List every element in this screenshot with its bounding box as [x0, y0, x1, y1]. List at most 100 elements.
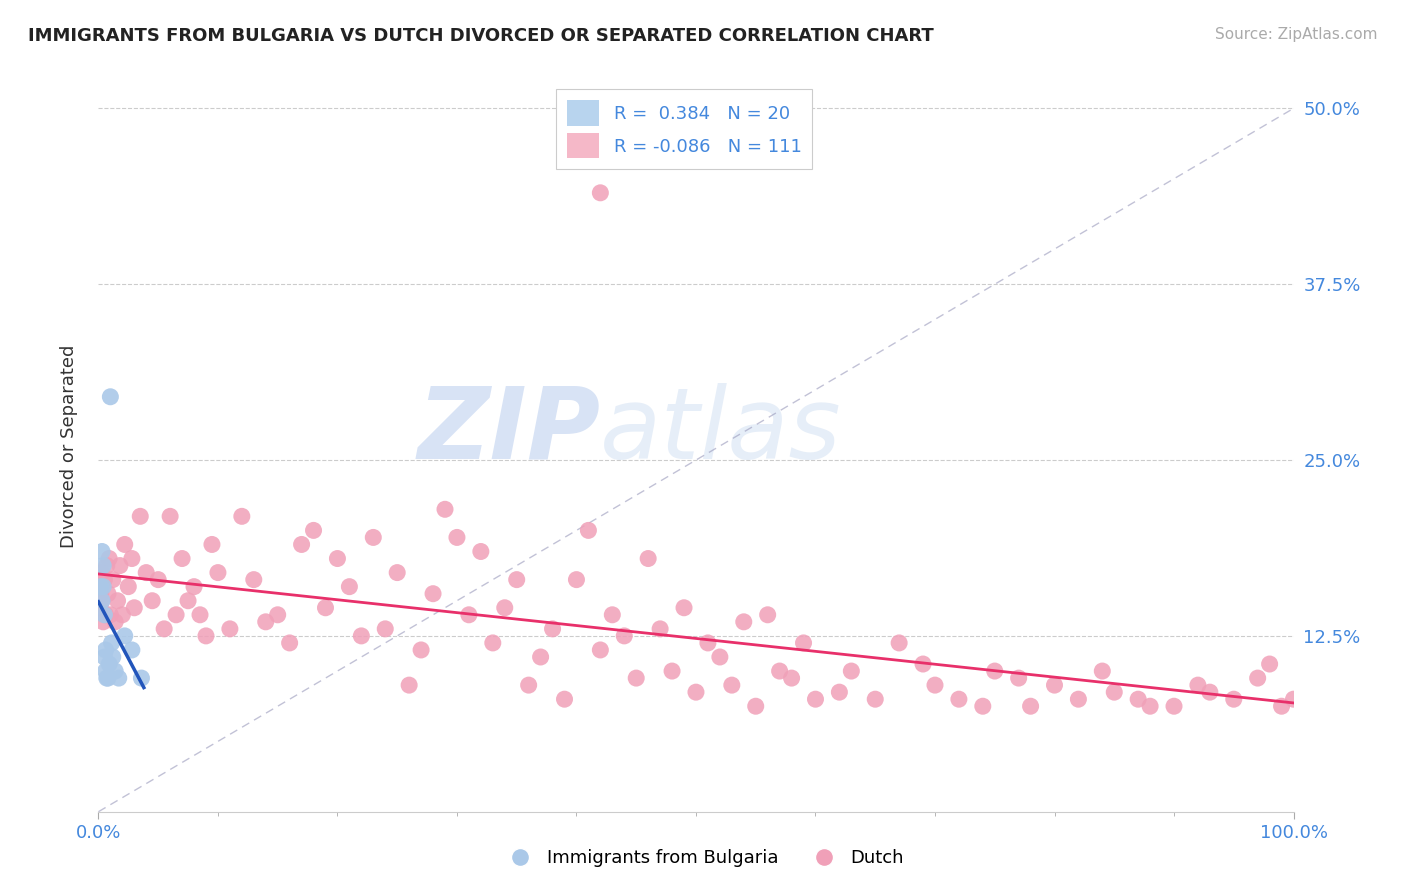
- Point: [278, 636, 301, 650]
- Point: [637, 551, 659, 566]
- Point: [129, 509, 152, 524]
- Point: [948, 692, 970, 706]
- Point: [135, 566, 157, 580]
- Point: [90, 587, 112, 601]
- Point: [195, 629, 218, 643]
- Point: [1128, 692, 1150, 706]
- Point: [98, 551, 121, 566]
- Point: [554, 692, 576, 706]
- Point: [793, 636, 815, 650]
- Point: [93, 650, 115, 665]
- Point: [219, 622, 242, 636]
- Point: [94, 643, 117, 657]
- Point: [1163, 699, 1185, 714]
- Legend: R =  0.384   N = 20, R = -0.086   N = 111: R = 0.384 N = 20, R = -0.086 N = 111: [555, 89, 813, 169]
- Point: [231, 509, 253, 524]
- Point: [117, 580, 139, 594]
- Point: [114, 629, 136, 643]
- Point: [1067, 692, 1090, 706]
- Point: [201, 537, 224, 551]
- Point: [93, 573, 115, 587]
- Point: [91, 558, 114, 573]
- Point: [1271, 699, 1294, 714]
- Point: [94, 664, 117, 678]
- Point: [89, 600, 111, 615]
- Point: [374, 622, 396, 636]
- Point: [1247, 671, 1270, 685]
- Point: [114, 537, 136, 551]
- Point: [91, 544, 114, 558]
- Point: [411, 643, 433, 657]
- Point: [91, 615, 114, 629]
- Point: [1104, 685, 1126, 699]
- Point: [159, 509, 181, 524]
- Point: [121, 643, 143, 657]
- Point: [589, 186, 612, 200]
- Point: [650, 622, 672, 636]
- Point: [183, 580, 205, 594]
- Point: [517, 678, 540, 692]
- Point: [589, 643, 612, 657]
- Point: [107, 593, 129, 607]
- Point: [434, 502, 457, 516]
- Point: [91, 580, 114, 594]
- Point: [111, 607, 134, 622]
- Point: [602, 607, 624, 622]
- Point: [865, 692, 887, 706]
- Point: [350, 629, 373, 643]
- Point: [89, 580, 111, 594]
- Text: ZIP: ZIP: [418, 383, 600, 480]
- Point: [721, 678, 744, 692]
- Point: [422, 587, 444, 601]
- Point: [1282, 692, 1305, 706]
- Point: [912, 657, 935, 671]
- Point: [90, 566, 112, 580]
- Y-axis label: Divorced or Separated: Divorced or Separated: [59, 344, 77, 548]
- Text: Source: ZipAtlas.com: Source: ZipAtlas.com: [1215, 27, 1378, 42]
- Point: [1139, 699, 1161, 714]
- Point: [578, 524, 600, 538]
- Point: [91, 593, 114, 607]
- Point: [188, 607, 211, 622]
- Point: [339, 580, 361, 594]
- Point: [565, 573, 588, 587]
- Point: [243, 573, 266, 587]
- Point: [494, 600, 516, 615]
- Point: [254, 615, 277, 629]
- Point: [972, 699, 994, 714]
- Point: [267, 607, 290, 622]
- Point: [506, 573, 529, 587]
- Point: [97, 671, 120, 685]
- Point: [93, 607, 115, 622]
- Point: [1043, 678, 1066, 692]
- Point: [709, 650, 731, 665]
- Point: [673, 600, 696, 615]
- Point: [207, 566, 229, 580]
- Point: [94, 607, 117, 622]
- Point: [828, 685, 851, 699]
- Point: [924, 678, 946, 692]
- Point: [107, 671, 129, 685]
- Point: [363, 530, 385, 544]
- Point: [104, 615, 127, 629]
- Point: [733, 615, 755, 629]
- Point: [101, 650, 124, 665]
- Point: [470, 544, 492, 558]
- Point: [165, 607, 187, 622]
- Point: [98, 657, 121, 671]
- Point: [446, 530, 468, 544]
- Point: [98, 607, 122, 622]
- Point: [131, 671, 153, 685]
- Legend: Immigrants from Bulgaria, Dutch: Immigrants from Bulgaria, Dutch: [495, 842, 911, 874]
- Point: [541, 622, 564, 636]
- Point: [889, 636, 911, 650]
- Point: [1008, 671, 1031, 685]
- Point: [96, 558, 118, 573]
- Point: [1091, 664, 1114, 678]
- Point: [96, 671, 118, 685]
- Point: [97, 587, 120, 601]
- Point: [291, 537, 314, 551]
- Point: [398, 678, 420, 692]
- Point: [1199, 685, 1222, 699]
- Point: [98, 390, 122, 404]
